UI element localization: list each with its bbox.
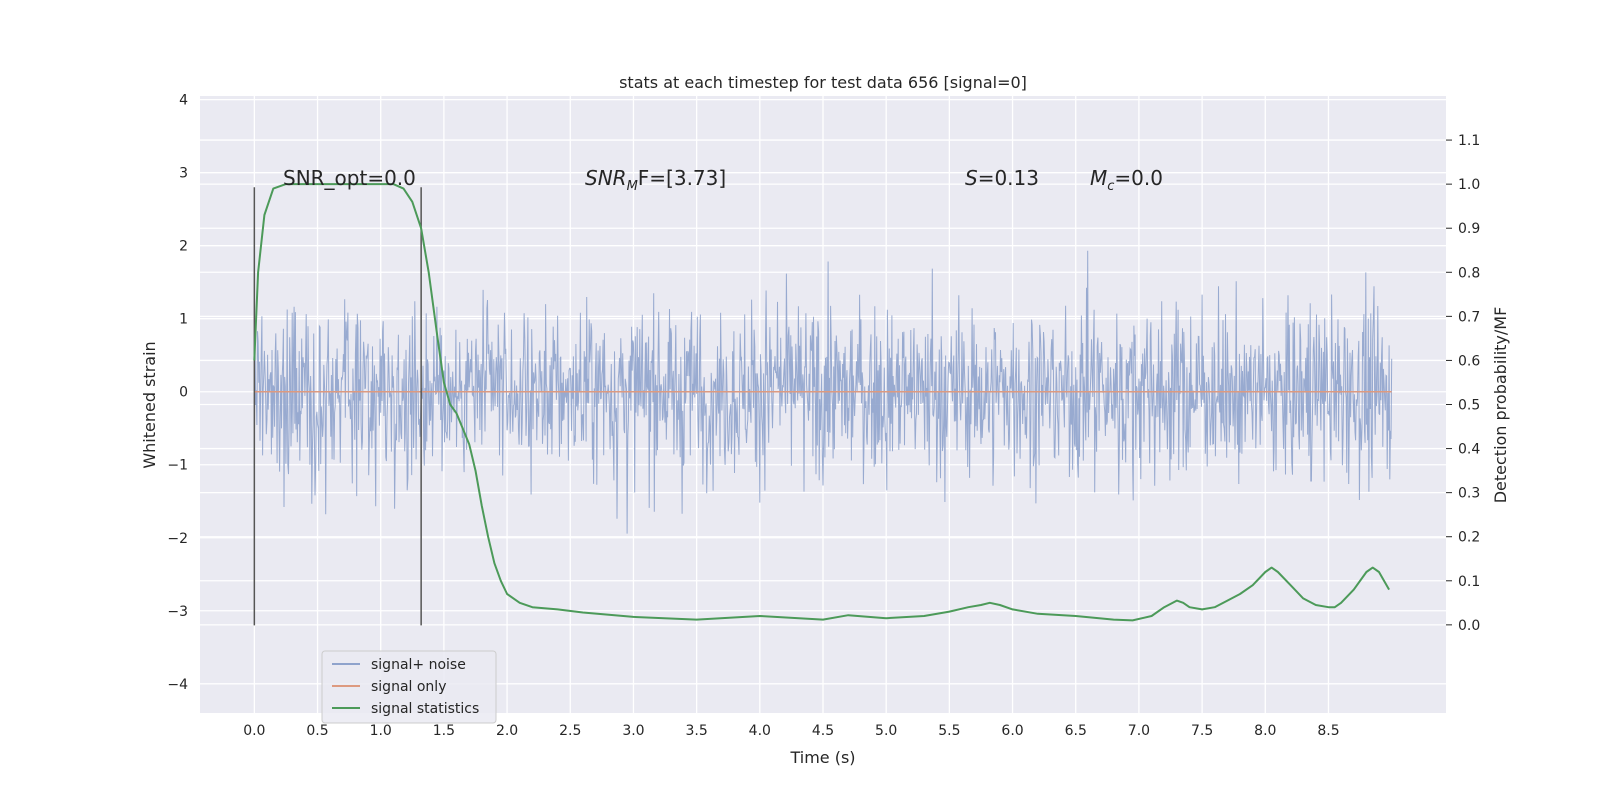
x-axis-label: Time (s): [789, 748, 855, 767]
x-tick-label: 7.0: [1128, 723, 1150, 739]
right-y-tick-label: 0.3: [1458, 486, 1480, 502]
x-tick-labels: 0.0 0.5 1.0 1.5 2.0 2.5 3.0 3.5 4.0 4.5 5.0 5.5 6.0 6…: [243, 723, 1339, 739]
x-tick-label: 3.5: [685, 723, 707, 739]
y-tick-label: 4: [179, 93, 188, 109]
right-y-tick-label: 0.8: [1458, 265, 1480, 281]
right-y-tick-label: 0.2: [1458, 530, 1480, 546]
snr-mf-subscript: M: [627, 179, 638, 194]
legend-label-signal-noise: signal+ noise: [371, 657, 466, 673]
right-y-tick-label: 0.0: [1458, 618, 1480, 634]
signal-statistics-series: [253, 183, 1390, 622]
y-tick-label: −1: [167, 458, 188, 474]
right-y-tick-label: 0.6: [1458, 353, 1480, 369]
legend-box: [321, 650, 497, 724]
x-tick-label: 5.5: [938, 723, 960, 739]
right-y-tick-label: 0.5: [1458, 398, 1480, 414]
x-tick-label: 3.0: [622, 723, 644, 739]
y-tick-label: 2: [179, 239, 188, 255]
snr-mf-annotation: SNRMF=[3.73]: [585, 166, 726, 194]
x-tick-label: 2.0: [496, 723, 518, 739]
x-tick-label: 7.5: [1191, 723, 1213, 739]
y-tick-label: 1: [179, 312, 188, 328]
x-tick-label: 0.0: [243, 723, 265, 739]
x-tick-label: 5.0: [875, 723, 897, 739]
signal-statistics-line: [253, 183, 1390, 622]
s-annotation: S=0.13: [965, 166, 1039, 190]
x-tick-label: 8.5: [1317, 723, 1339, 739]
snr-mf-rest: F=[3.73]: [638, 166, 726, 190]
snr-mf-main: SNR: [585, 166, 627, 190]
s-main: S: [965, 166, 978, 190]
right-y-tick-label: 0.9: [1458, 221, 1480, 237]
vertical-markers: [253, 187, 422, 626]
right-y-tick-label: 0.7: [1458, 309, 1480, 325]
x-tick-label: 0.5: [306, 723, 328, 739]
y-axis-label: Whitened strain: [140, 341, 159, 468]
right-y-tick-labels: 1.1 1.0 0.9 0.8 0.7 0.6 0.5 0.4 0.3 0.2 0.1 0.0: [1446, 133, 1480, 634]
snr-opt-annotation: SNR_opt=0.0: [283, 166, 416, 190]
mc-annotation: Mc=0.0: [1090, 166, 1163, 194]
y-tick-label: 3: [179, 166, 188, 182]
signal-plus-noise-series: [253, 250, 1393, 534]
y-tick-label: 0: [179, 385, 188, 401]
legend-label-signal-only: signal only: [371, 679, 446, 695]
chart-title: stats at each timestep for test data 656…: [619, 73, 1027, 92]
x-tick-label: 4.5: [812, 723, 834, 739]
annotations: SNR_opt=0.0 SNRMF=[3.73] S=0.13 Mc=0.0: [283, 166, 1163, 194]
right-y-tick-label: 1.1: [1458, 133, 1480, 149]
x-tick-label: 6.0: [1001, 723, 1023, 739]
x-tick-label: 6.5: [1065, 723, 1087, 739]
right-y-axis-label: Detection probability/MF: [1491, 307, 1510, 504]
x-tick-label: 8.0: [1254, 723, 1276, 739]
mc-rest: =0.0: [1114, 166, 1163, 190]
right-y-tick-label: 0.4: [1458, 442, 1480, 458]
x-tick-label: 1.0: [370, 723, 392, 739]
right-y-tick-label: 0.1: [1458, 574, 1480, 590]
mc-subscript: c: [1107, 179, 1114, 194]
x-tick-label: 4.0: [749, 723, 771, 739]
x-tick-label: 1.5: [433, 723, 455, 739]
legend: signal+ noise signal only signal statist…: [321, 650, 497, 724]
y-tick-label: −2: [167, 531, 188, 547]
legend-label-signal-statistics: signal statistics: [371, 701, 479, 717]
s-rest: =0.13: [978, 166, 1039, 190]
x-tick-label: 2.5: [559, 723, 581, 739]
signal-plus-noise-line: [253, 250, 1393, 534]
y-tick-label: −3: [167, 604, 188, 620]
y-tick-label: −4: [167, 677, 188, 693]
right-y-tick-label: 1.0: [1458, 177, 1480, 193]
mc-main: M: [1090, 166, 1107, 190]
y-tick-labels: 4 3 2 1 0 −1 −2 −3 −4: [167, 93, 188, 693]
